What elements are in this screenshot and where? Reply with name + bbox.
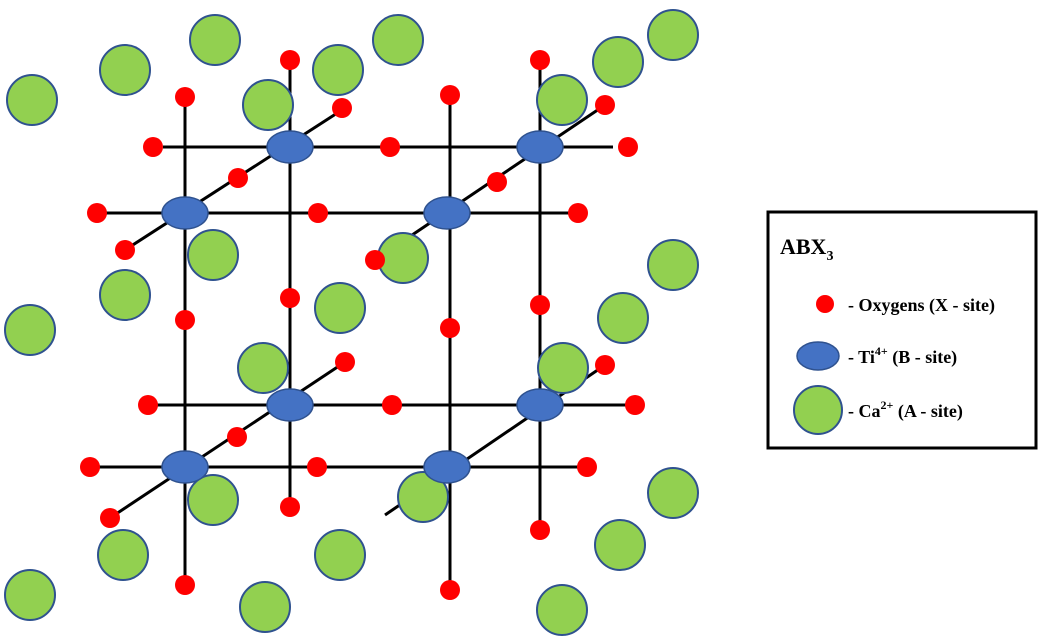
legend-calcium-label: - Ca2+ (A - site): [848, 398, 963, 422]
calcium-atom: [397, 471, 449, 523]
calcium-atom: [187, 229, 239, 281]
legend-oxygen-label: - Oxygens (X - site): [848, 295, 995, 316]
calcium-atom: [377, 232, 429, 284]
oxygen-atom: [280, 497, 300, 517]
calcium-atom: [597, 292, 649, 344]
oxygen-atom: [227, 427, 247, 447]
oxygen-atom: [530, 520, 550, 540]
titanium-atom: [423, 450, 471, 484]
legend-ti-suffix: (B - site): [888, 347, 957, 368]
legend-ca-prefix: - Ca: [848, 401, 881, 421]
calcium-atom: [99, 269, 151, 321]
calcium-atoms: [4, 9, 699, 636]
oxygen-atom: [382, 395, 402, 415]
oxygen-atom: [332, 98, 352, 118]
calcium-atom: [97, 529, 149, 581]
titanium-atom: [161, 196, 209, 230]
legend-title-main: ABX: [780, 234, 827, 259]
oxygen-atom: [380, 137, 400, 157]
oxygen-atom: [440, 318, 460, 338]
legend-ti-prefix: - Ti: [848, 347, 875, 367]
titanium-atom: [423, 196, 471, 230]
calcium-atom: [6, 74, 58, 126]
calcium-atom: [647, 239, 699, 291]
calcium-atom: [312, 44, 364, 96]
oxygen-atom: [308, 203, 328, 223]
calcium-atom: [592, 36, 644, 88]
legend-titanium-label: - Ti4+ (B - site): [848, 344, 957, 368]
titanium-atom: [516, 388, 564, 422]
oxygen-atom: [440, 580, 460, 600]
calcium-atom: [187, 474, 239, 526]
titanium-atom: [516, 130, 564, 164]
calcium-atom: [314, 282, 366, 334]
legend-calcium-icon: [793, 385, 843, 435]
oxygen-atom: [568, 203, 588, 223]
oxygen-atom: [138, 395, 158, 415]
legend: ABX3 - Oxygens (X - site) - Ti4+ (B - si…: [766, 210, 1038, 450]
oxygen-atom: [595, 95, 615, 115]
oxygen-atoms: [80, 50, 645, 600]
calcium-atom: [239, 581, 291, 633]
calcium-atom: [647, 467, 699, 519]
calcium-atom: [594, 519, 646, 571]
legend-titanium-icon: [796, 341, 840, 371]
oxygen-atom: [530, 50, 550, 70]
calcium-atom: [647, 9, 699, 61]
oxygen-atom: [175, 87, 195, 107]
calcium-atom: [4, 304, 56, 356]
oxygen-atom: [100, 508, 120, 528]
calcium-atom: [4, 569, 56, 621]
oxygen-atom: [595, 355, 615, 375]
legend-ti-superscript: 4+: [875, 344, 888, 358]
oxygen-atom: [530, 295, 550, 315]
oxygen-atom: [307, 457, 327, 477]
titanium-atoms: [161, 130, 564, 484]
oxygen-atom: [625, 395, 645, 415]
legend-ca-suffix: (A - site): [893, 401, 962, 422]
oxygen-atom: [228, 168, 248, 188]
calcium-atom: [536, 584, 588, 636]
calcium-atom: [372, 14, 424, 66]
oxygen-atom: [143, 137, 163, 157]
oxygen-atom: [487, 172, 507, 192]
calcium-atom: [536, 74, 588, 126]
oxygen-atom: [87, 203, 107, 223]
oxygen-atom: [280, 288, 300, 308]
calcium-atom: [189, 14, 241, 66]
legend-ca-superscript: 2+: [881, 398, 894, 412]
legend-title-subscript: 3: [826, 249, 833, 264]
legend-oxygen-icon: [816, 295, 834, 313]
calcium-atom: [242, 79, 294, 131]
legend-title: ABX3: [780, 234, 833, 264]
oxygen-atom: [280, 50, 300, 70]
oxygen-atom: [577, 457, 597, 477]
oxygen-atom: [115, 240, 135, 260]
oxygen-atom: [175, 575, 195, 595]
oxygen-atom: [365, 250, 385, 270]
oxygen-atom: [175, 310, 195, 330]
calcium-atom: [99, 44, 151, 96]
calcium-atom: [537, 342, 589, 394]
oxygen-atom: [440, 85, 460, 105]
oxygen-atom: [618, 137, 638, 157]
calcium-atom: [237, 342, 289, 394]
calcium-atom: [314, 529, 366, 581]
oxygen-atom: [80, 457, 100, 477]
titanium-atom: [266, 388, 314, 422]
titanium-atom: [266, 130, 314, 164]
titanium-atom: [161, 450, 209, 484]
oxygen-atom: [335, 352, 355, 372]
